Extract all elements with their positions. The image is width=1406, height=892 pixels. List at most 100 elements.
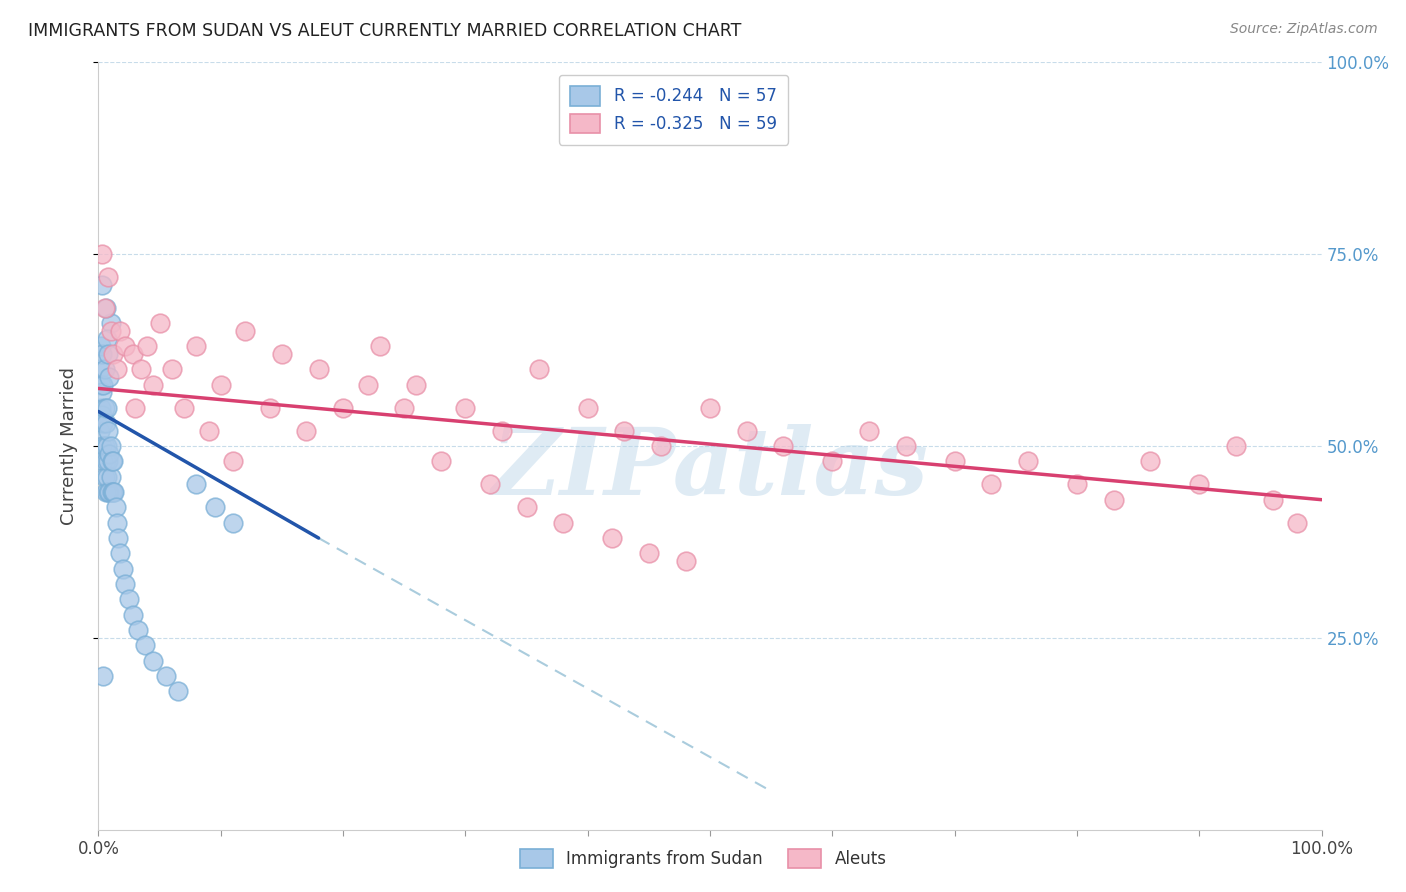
Point — [197, 424, 219, 438]
Point — [1017, 454, 1039, 468]
Point — [96, 332, 118, 346]
Point — [91, 669, 114, 683]
Point — [332, 401, 354, 415]
Point — [91, 409, 114, 423]
Point — [553, 516, 575, 530]
Point — [308, 362, 330, 376]
Point — [89, 424, 111, 438]
Point — [1139, 454, 1161, 468]
Point — [155, 669, 177, 683]
Point — [100, 469, 122, 483]
Point — [94, 454, 117, 468]
Point — [136, 339, 159, 353]
Point — [93, 469, 115, 483]
Point — [98, 485, 121, 500]
Point — [392, 401, 416, 415]
Point — [233, 324, 256, 338]
Point — [97, 424, 120, 438]
Point — [100, 316, 122, 330]
Point — [142, 377, 165, 392]
Point — [478, 477, 501, 491]
Point — [186, 339, 208, 353]
Point — [97, 485, 120, 500]
Point — [405, 377, 427, 392]
Point — [96, 401, 118, 415]
Point — [100, 439, 122, 453]
Point — [96, 439, 118, 453]
Point — [356, 377, 378, 392]
Point — [91, 247, 114, 261]
Point — [110, 546, 132, 560]
Point — [1225, 439, 1247, 453]
Point — [295, 424, 318, 438]
Point — [149, 316, 172, 330]
Y-axis label: Currently Married: Currently Married — [59, 367, 77, 525]
Point — [101, 454, 124, 468]
Point — [90, 377, 112, 392]
Point — [93, 362, 115, 376]
Point — [735, 424, 758, 438]
Point — [124, 401, 146, 415]
Point — [103, 485, 125, 500]
Point — [98, 370, 121, 384]
Point — [90, 339, 112, 353]
Point — [209, 377, 232, 392]
Text: IMMIGRANTS FROM SUDAN VS ALEUT CURRENTLY MARRIED CORRELATION CHART: IMMIGRANTS FROM SUDAN VS ALEUT CURRENTLY… — [28, 22, 741, 40]
Point — [430, 454, 453, 468]
Point — [94, 301, 117, 315]
Point — [127, 623, 149, 637]
Point — [121, 347, 143, 361]
Point — [114, 577, 136, 591]
Point — [129, 362, 152, 376]
Point — [105, 362, 128, 376]
Point — [186, 477, 208, 491]
Point — [101, 485, 124, 500]
Point — [93, 301, 115, 315]
Point — [91, 277, 114, 292]
Point — [980, 477, 1002, 491]
Point — [121, 607, 143, 622]
Point — [91, 377, 114, 392]
Point — [1286, 516, 1309, 530]
Point — [491, 424, 513, 438]
Point — [821, 454, 844, 468]
Point — [91, 416, 114, 430]
Point — [675, 554, 697, 568]
Point — [110, 324, 132, 338]
Point — [650, 439, 672, 453]
Point — [699, 401, 721, 415]
Point — [600, 531, 623, 545]
Point — [1102, 492, 1125, 507]
Point — [270, 347, 294, 361]
Point — [515, 500, 537, 515]
Point — [89, 362, 111, 376]
Point — [527, 362, 550, 376]
Text: Source: ZipAtlas.com: Source: ZipAtlas.com — [1230, 22, 1378, 37]
Point — [114, 339, 136, 353]
Point — [100, 324, 122, 338]
Point — [97, 454, 120, 468]
Point — [91, 454, 114, 468]
Point — [111, 562, 134, 576]
Point — [94, 485, 117, 500]
Point — [576, 401, 599, 415]
Point — [222, 454, 245, 468]
Point — [173, 401, 195, 415]
Point — [91, 347, 114, 361]
Point — [101, 454, 124, 468]
Point — [107, 531, 129, 545]
Point — [943, 454, 966, 468]
Point — [118, 592, 141, 607]
Point — [637, 546, 661, 560]
Point — [1188, 477, 1211, 491]
Legend: R = -0.244   N = 57, R = -0.325   N = 59: R = -0.244 N = 57, R = -0.325 N = 59 — [558, 75, 789, 145]
Point — [101, 485, 124, 500]
Point — [90, 401, 112, 415]
Point — [105, 516, 128, 530]
Point — [98, 447, 121, 461]
Point — [894, 439, 917, 453]
Point — [104, 500, 127, 515]
Point — [259, 401, 281, 415]
Point — [222, 516, 245, 530]
Text: ZIPatlas: ZIPatlas — [492, 424, 928, 514]
